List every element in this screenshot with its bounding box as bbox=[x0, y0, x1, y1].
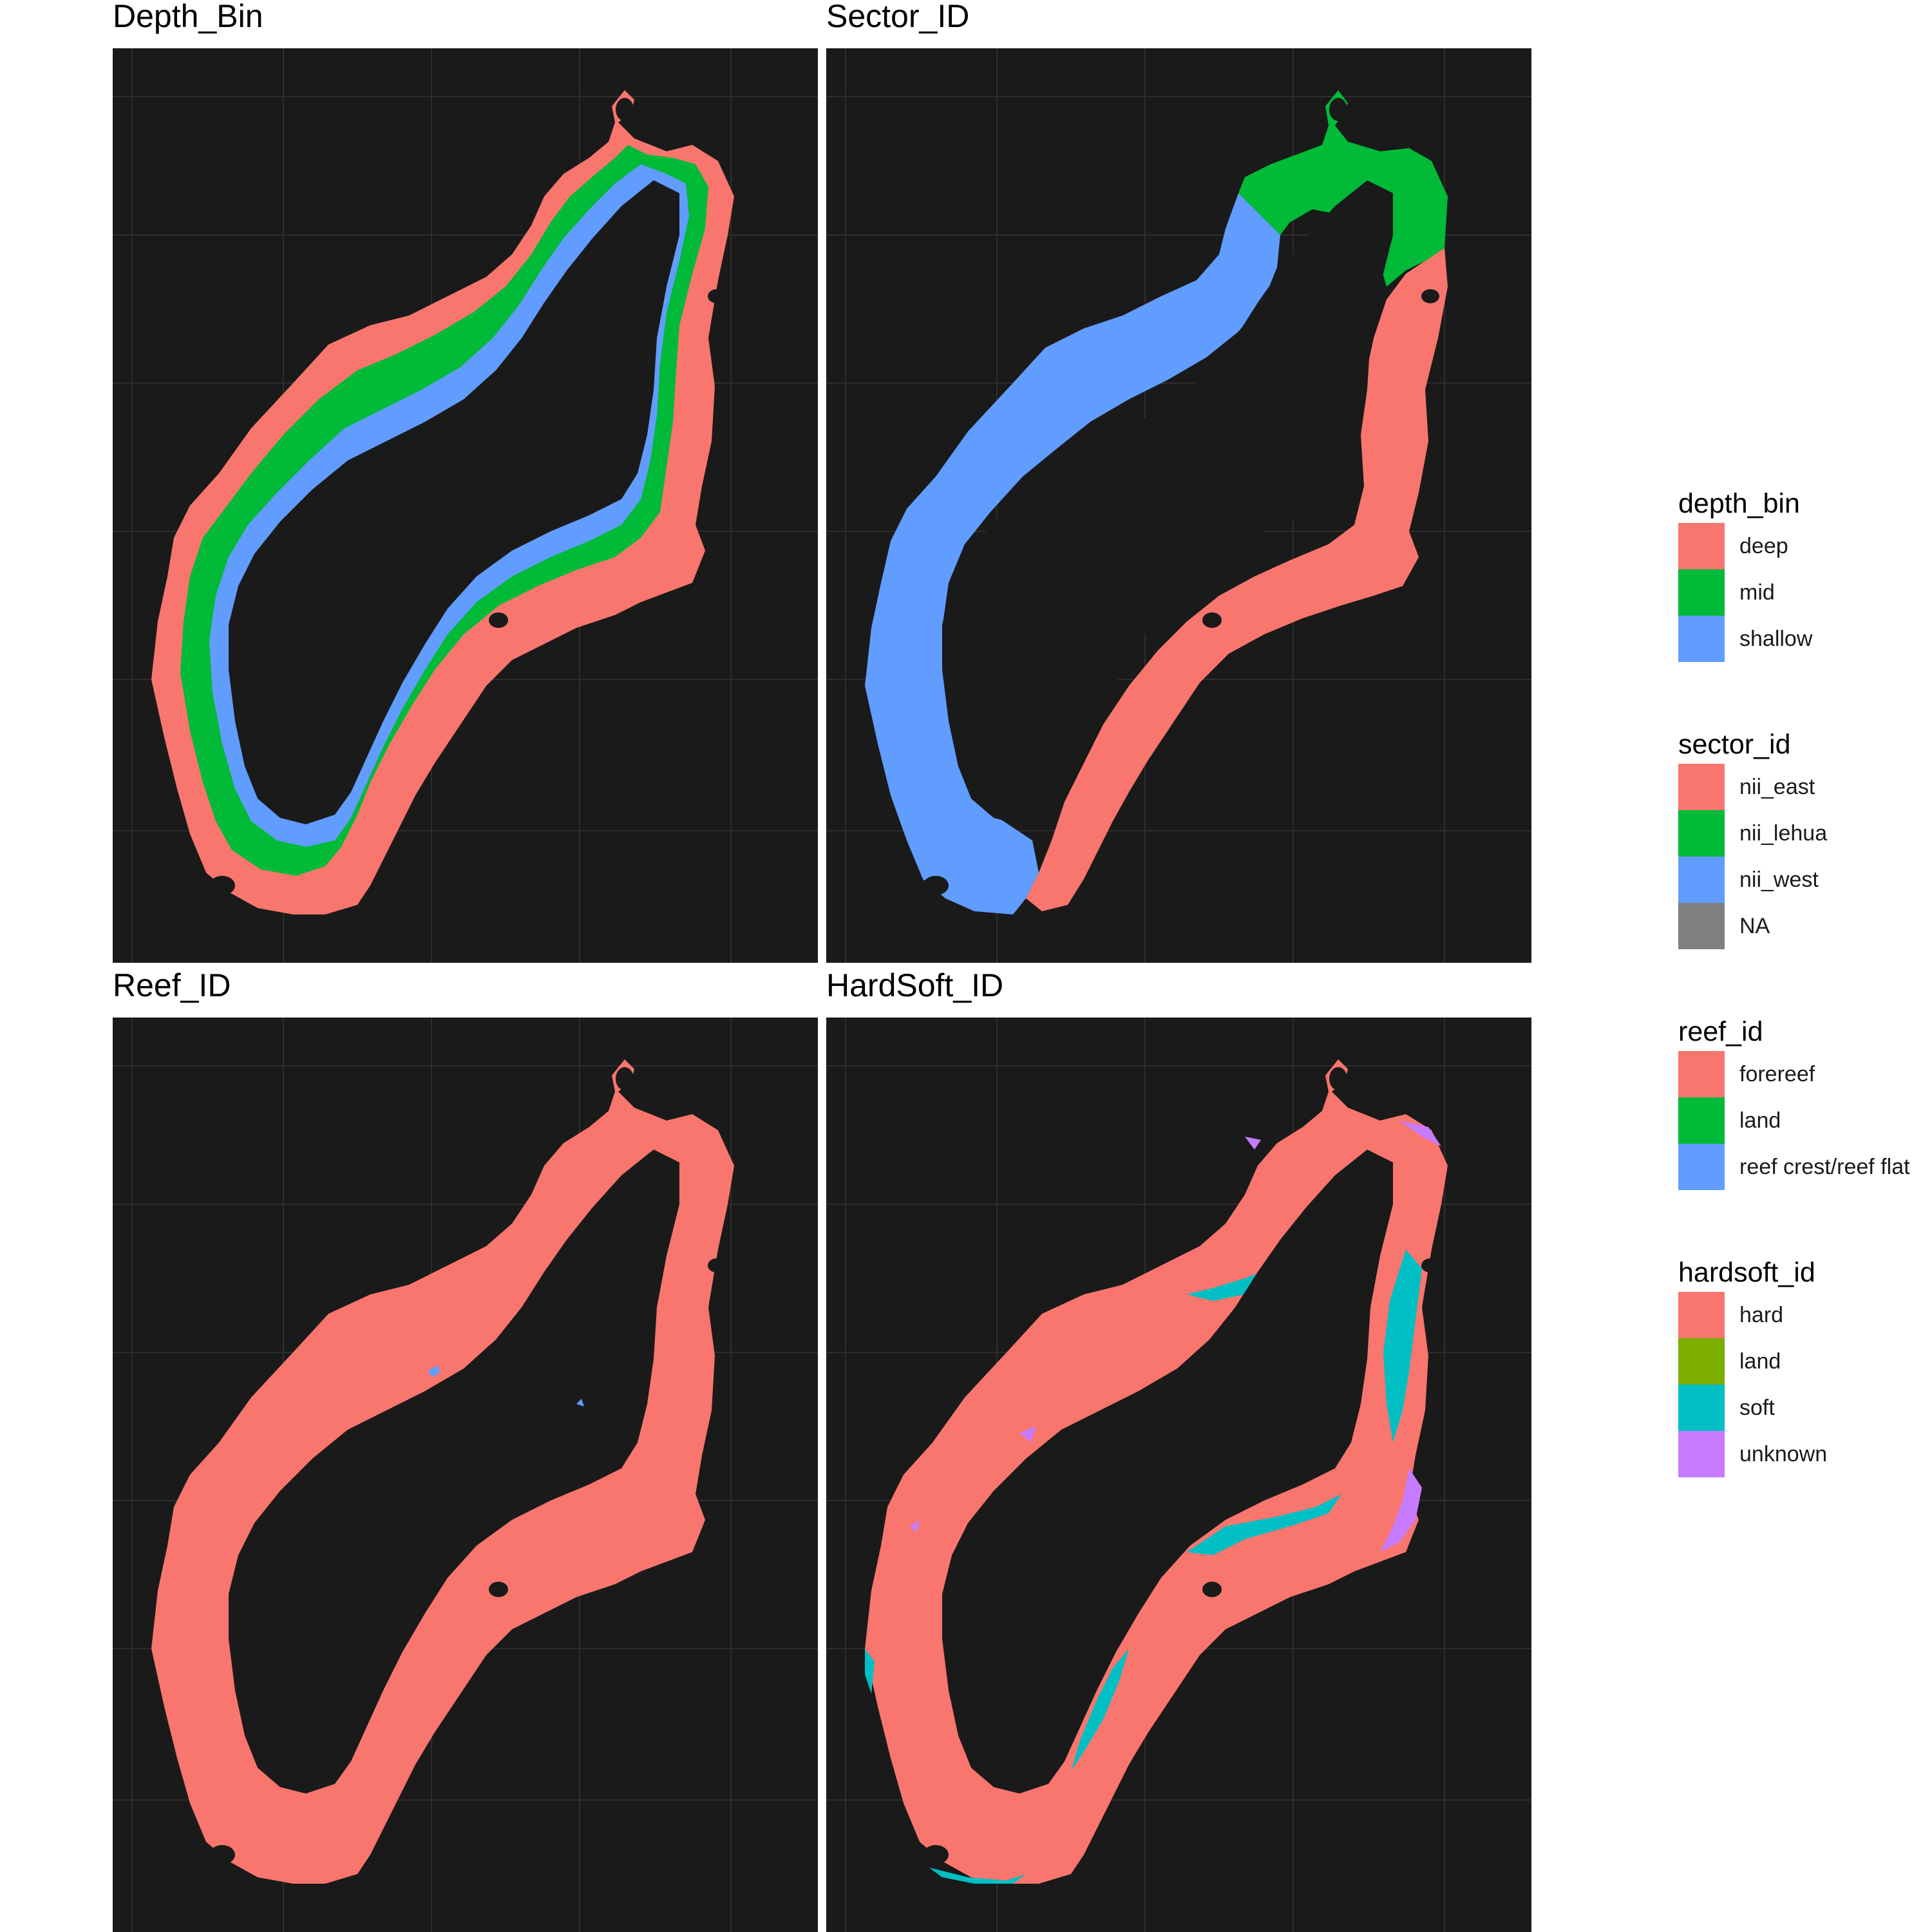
islet-east bbox=[1421, 1258, 1439, 1273]
hardsoft-id-map bbox=[826, 1018, 1531, 1932]
legend-sector-id: sector_id nii_east nii_lehua nii_west NA bbox=[1678, 725, 1827, 949]
substrate-soft bbox=[1187, 1265, 1277, 1301]
legend-label: NA bbox=[1739, 914, 1770, 938]
legend-swatch bbox=[1678, 1292, 1725, 1338]
sector-nii-lehua bbox=[1238, 90, 1448, 287]
islet-south bbox=[1202, 1582, 1222, 1597]
legend-label: unknown bbox=[1739, 1442, 1828, 1466]
legend-item: unknown bbox=[1678, 1431, 1827, 1477]
reef-id-map bbox=[113, 1018, 818, 1932]
substrate-unknown bbox=[910, 1520, 920, 1533]
legend-swatch bbox=[1678, 810, 1725, 857]
lagoon-island bbox=[942, 180, 1393, 824]
legend-title: depth_bin bbox=[1678, 488, 1800, 519]
legend-swatch bbox=[1678, 1338, 1725, 1385]
islet-southwest bbox=[923, 876, 949, 895]
legend-item: nii_lehua bbox=[1678, 810, 1827, 857]
legend-label: shallow bbox=[1739, 627, 1813, 651]
panel-title-sector-id: Sector_ID bbox=[826, 0, 970, 34]
legend-item: deep bbox=[1678, 523, 1800, 569]
legend-label: land bbox=[1739, 1108, 1781, 1133]
lagoon-island bbox=[942, 1150, 1393, 1794]
islet-south bbox=[489, 612, 508, 628]
substrate-soft bbox=[1071, 1649, 1129, 1771]
map-panel-reef-id bbox=[113, 1018, 818, 1932]
islet-south bbox=[489, 1582, 508, 1597]
reef-crest-fragment bbox=[428, 1365, 440, 1377]
legend-reef-id: reef_id forereef land reef crest/reef flat bbox=[1678, 1012, 1910, 1190]
legend-label: nii_west bbox=[1739, 867, 1819, 892]
sector-id-map bbox=[826, 48, 1531, 963]
legend-depth-bin: depth_bin deep mid shallow bbox=[1678, 484, 1812, 662]
legend-item: soft bbox=[1678, 1385, 1815, 1431]
legend-item: nii_west bbox=[1678, 857, 1819, 903]
islet-north bbox=[616, 98, 634, 121]
substrate-soft bbox=[929, 1868, 1026, 1884]
legend-item: nii_east bbox=[1678, 764, 1815, 810]
substrate-soft bbox=[1187, 1494, 1341, 1555]
legend-swatch bbox=[1678, 764, 1725, 810]
map-panel-hardsoft-id bbox=[826, 1018, 1531, 1932]
legend-hardsoft-id: hardsoft_id hard land soft unknown bbox=[1678, 1253, 1827, 1477]
lagoon-island bbox=[229, 1150, 679, 1794]
panel-title-hardsoft-id: HardSoft_ID bbox=[826, 967, 1004, 1003]
legend-label: deep bbox=[1739, 534, 1788, 558]
legend-swatch bbox=[1678, 1385, 1725, 1431]
legend-title: hardsoft_id bbox=[1678, 1257, 1815, 1288]
legend-label: land bbox=[1739, 1349, 1781, 1374]
lagoon-island bbox=[229, 180, 679, 824]
legend-label: mid bbox=[1739, 580, 1775, 605]
legend-swatch bbox=[1678, 569, 1725, 616]
islet-north bbox=[616, 1067, 634, 1090]
substrate-unknown bbox=[1399, 1121, 1441, 1146]
legend-label: soft bbox=[1739, 1396, 1775, 1420]
islet-southwest bbox=[209, 876, 235, 895]
map-panel-sector-id bbox=[826, 48, 1531, 963]
islet-south bbox=[1202, 612, 1222, 628]
legend-item: shallow bbox=[1678, 616, 1812, 662]
islet-north bbox=[1329, 98, 1347, 121]
legend-title: sector_id bbox=[1678, 729, 1791, 760]
substrate-soft bbox=[865, 1649, 875, 1694]
legend-swatch bbox=[1678, 1144, 1725, 1190]
legend-swatch bbox=[1678, 523, 1725, 569]
legend-label: forereef bbox=[1739, 1062, 1815, 1086]
sector-nii-west bbox=[865, 193, 1280, 914]
substrate-unknown bbox=[1245, 1137, 1261, 1150]
legend-swatch bbox=[1678, 857, 1725, 903]
legend-swatch bbox=[1678, 616, 1725, 662]
reef-crest-fragment bbox=[576, 1399, 584, 1406]
islet-north bbox=[1329, 1067, 1347, 1090]
substrate-soft bbox=[1383, 1249, 1422, 1443]
panel-title-reef-id: Reef_ID bbox=[113, 967, 231, 1003]
legend-swatch bbox=[1678, 1431, 1725, 1477]
legend-item: hard bbox=[1678, 1292, 1815, 1338]
depth-bin-map bbox=[113, 48, 818, 963]
legend-item: NA bbox=[1678, 903, 1790, 949]
legend-title: reef_id bbox=[1678, 1016, 1763, 1047]
islet-southwest bbox=[209, 1845, 235, 1864]
map-panel-depth-bin bbox=[113, 48, 818, 963]
islet-east bbox=[708, 289, 726, 303]
legend-item: land bbox=[1678, 1338, 1815, 1385]
substrate-unknown bbox=[1019, 1426, 1036, 1443]
legend-label: nii_lehua bbox=[1739, 821, 1828, 846]
legend-swatch bbox=[1678, 1051, 1725, 1097]
legend-label: nii_east bbox=[1739, 775, 1815, 799]
legend-swatch bbox=[1678, 1097, 1725, 1144]
legend-label: reef crest/reef flat bbox=[1739, 1155, 1910, 1179]
sector-nii-east bbox=[1026, 248, 1448, 911]
islet-southwest bbox=[923, 1845, 949, 1864]
legend-item: land bbox=[1678, 1097, 1781, 1144]
legend-label: hard bbox=[1739, 1303, 1784, 1327]
panel-title-depth-bin: Depth_Bin bbox=[113, 0, 263, 34]
islet-east bbox=[1421, 289, 1439, 303]
legend-swatch bbox=[1678, 903, 1725, 949]
legend-item: mid bbox=[1678, 569, 1800, 616]
legend-item: forereef bbox=[1678, 1051, 1815, 1097]
islet-east bbox=[708, 1258, 726, 1273]
legend-item: reef crest/reef flat bbox=[1678, 1144, 1910, 1190]
substrate-unknown bbox=[1380, 1468, 1422, 1552]
